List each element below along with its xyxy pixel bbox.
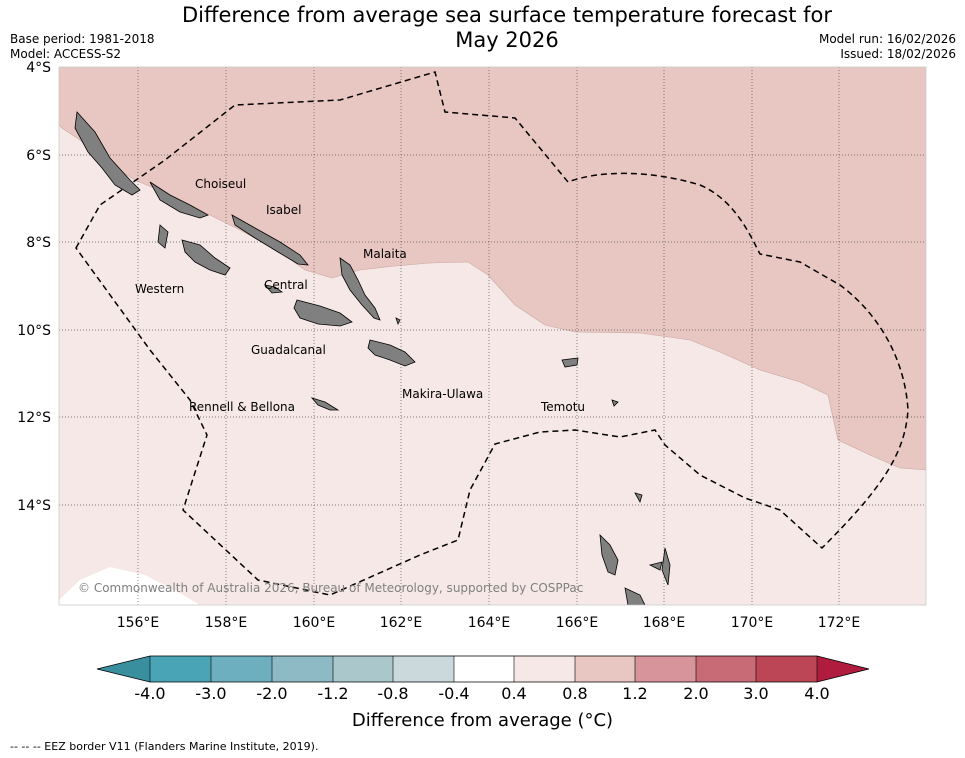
island-guadalcanal xyxy=(293,299,353,327)
colorbar-swatch-6 xyxy=(454,656,514,682)
lon-label-162e: 162°E xyxy=(380,615,423,631)
island-malaita xyxy=(339,257,381,321)
title-line-1: Difference from average sea surface temp… xyxy=(182,3,832,27)
island-choiseul xyxy=(74,111,141,196)
colorbar-swatch-10 xyxy=(696,656,756,682)
colorbar-tick-9: 1.2 xyxy=(622,684,647,700)
lon-label-166e: 166°E xyxy=(556,615,599,631)
colorbar-ticks: -4.0 -3.0 -2.0 -1.2 -0.8 -0.4 0.4 0.8 1.… xyxy=(134,684,829,700)
lon-label-172e: 172°E xyxy=(818,615,861,631)
lat-label-4s: 4°S xyxy=(26,60,51,76)
island-santa-cruz xyxy=(561,357,579,368)
colorbar-label: Difference from average (°C) xyxy=(351,710,614,731)
island-small-3 xyxy=(395,317,401,326)
lon-label-156e: 156°E xyxy=(117,615,160,631)
colorbar-swatch-11 xyxy=(756,656,817,682)
lat-label-12s: 12°S xyxy=(17,410,51,426)
lat-label-6s: 6°S xyxy=(26,148,51,164)
island-western-small xyxy=(157,224,169,249)
map-frame xyxy=(58,66,927,606)
island-choiseul-se xyxy=(149,181,209,219)
base-period: Base period: 1981-2018 xyxy=(10,32,155,46)
lon-label-168e: 168°E xyxy=(643,615,686,631)
colorbar-swatch-7 xyxy=(514,656,575,682)
island-small-1 xyxy=(634,492,643,504)
colorbar-swatch-5 xyxy=(393,656,454,682)
label-makira-ulawa: Makira-Ulawa xyxy=(402,387,483,401)
meta-left: Base period: 1981-2018 Model: ACCESS-S2 xyxy=(10,32,155,62)
label-central: Central xyxy=(264,278,308,292)
colorbar-swatch-9 xyxy=(635,656,696,682)
colorbar-tick-4: -1.2 xyxy=(317,684,348,700)
anomaly-high-region xyxy=(59,67,926,471)
map-area: © Commonwealth of Australia 2026, Bureau… xyxy=(59,67,926,605)
island-vanuatu-1 xyxy=(599,533,619,576)
label-choiseul: Choiseul xyxy=(195,177,246,191)
island-vanuatu-3 xyxy=(661,547,671,586)
model-run: Model run: 16/02/2026 xyxy=(818,32,956,46)
lat-label-8s: 8°S xyxy=(26,235,51,251)
colorbar-tick-12: 4.0 xyxy=(804,684,829,700)
label-temotu: Temotu xyxy=(540,400,585,414)
island-florida xyxy=(263,284,284,294)
latitude-labels: 4°S 6°S 8°S 10°S 12°S 14°S xyxy=(17,60,51,514)
eez-legend-note: -- -- -- EEZ border V11 (Flanders Marine… xyxy=(10,740,319,753)
colorbar-swatch-8 xyxy=(575,656,635,682)
colorbar-tick-8: 0.8 xyxy=(562,684,587,700)
label-rennell-bellona: Rennell & Bellona xyxy=(189,400,295,414)
map-title: Difference from average sea surface temp… xyxy=(150,3,864,53)
longitude-labels: 156°E 158°E 160°E 162°E 164°E 166°E 168°… xyxy=(117,615,861,631)
island-rennell xyxy=(310,397,340,411)
province-labels: Choiseul Isabel Malaita Western Central … xyxy=(135,177,585,414)
lat-label-10s: 10°S xyxy=(17,323,51,339)
colorbar-swatch-1 xyxy=(150,656,211,682)
map-figure: © Commonwealth of Australia 2026, Bureau… xyxy=(17,60,927,700)
island-vanuatu-2 xyxy=(624,587,646,605)
meta-right: Model run: 16/02/2026 Issued: 18/02/2026 xyxy=(819,32,956,62)
colorbar-tick-2: -3.0 xyxy=(195,684,226,700)
colorbar-tick-6: -0.4 xyxy=(438,684,469,700)
title-line-2: May 2026 xyxy=(455,28,559,52)
label-western: Western xyxy=(135,282,184,296)
lat-label-14s: 14°S xyxy=(17,498,51,514)
label-guadalcanal: Guadalcanal xyxy=(251,343,326,357)
label-isabel: Isabel xyxy=(266,203,301,217)
model-name: Model: ACCESS-S2 xyxy=(10,47,122,61)
islands xyxy=(74,111,671,605)
colorbar: -4.0 -3.0 -2.0 -1.2 -0.8 -0.4 0.4 0.8 1.… xyxy=(96,655,870,700)
colorbar-swatch-4 xyxy=(333,656,393,682)
colorbar-tick-7: 0.4 xyxy=(501,684,526,700)
colorbar-tick-3: -2.0 xyxy=(256,684,287,700)
island-makira xyxy=(367,339,416,367)
colorbar-dividers xyxy=(149,656,818,682)
label-malaita: Malaita xyxy=(363,247,407,261)
copyright-text: © Commonwealth of Australia 2026, Bureau… xyxy=(78,581,583,595)
graticule xyxy=(59,67,926,605)
colorbar-swatch-3 xyxy=(272,656,333,682)
issued-date: Issued: 18/02/2026 xyxy=(840,47,956,61)
colorbar-extend-high xyxy=(817,656,869,682)
lon-label-158e: 158°E xyxy=(205,615,248,631)
colorbar-tick-5: -0.8 xyxy=(377,684,408,700)
lon-label-164e: 164°E xyxy=(468,615,511,631)
lon-label-160e: 160°E xyxy=(293,615,336,631)
island-isabel xyxy=(231,214,309,266)
island-new-georgia xyxy=(181,239,231,276)
colorbar-extend-low xyxy=(97,656,150,682)
lon-label-170e: 170°E xyxy=(731,615,774,631)
colorbar-tick-10: 2.0 xyxy=(683,684,708,700)
colorbar-swatch-2 xyxy=(211,656,272,682)
land-mask-sw xyxy=(59,567,200,605)
colorbar-tick-11: 3.0 xyxy=(743,684,768,700)
island-small-2 xyxy=(611,399,619,407)
colorbar-tick-1: -4.0 xyxy=(134,684,165,700)
island-vanuatu-4 xyxy=(648,561,663,571)
